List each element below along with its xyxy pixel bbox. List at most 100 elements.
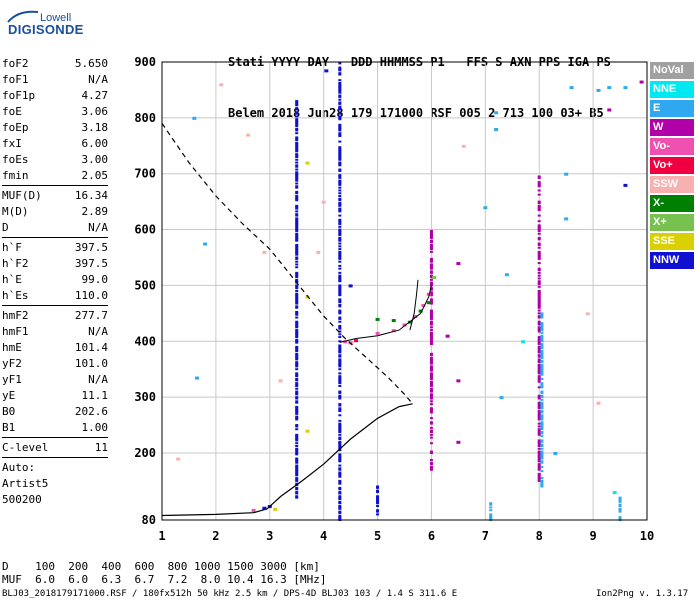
echo-points [176,69,643,512]
echo-column-mark [538,280,541,282]
echo-column-mark [295,465,298,467]
echo-column-mark [338,317,341,319]
echo-column-mark [338,229,341,231]
legend-item: SSE [650,233,694,250]
echo-column-mark [338,434,341,436]
echo-column-mark [376,509,379,511]
echo-column-mark [295,136,298,138]
legend-item: Vo+ [650,157,694,174]
echo-column-mark [540,378,543,380]
y-tick-label: 80 [142,513,156,527]
echo-column-mark [338,169,341,171]
echo-column-mark [338,298,341,300]
virtual-height-profile-line [162,123,413,403]
echo-column-mark [540,312,543,314]
footer-version: Ion2Png v. 1.3.17 [596,589,688,599]
echo-column-mark [338,441,341,443]
echo-point [607,86,611,89]
echo-column-mark [295,368,298,370]
echo-column-mark [338,245,341,247]
echo-column-mark [338,198,341,200]
echo-point [456,441,460,444]
x-tick-label: 6 [428,529,435,543]
echo-column-mark [376,513,379,515]
echo-column-mark [538,247,541,249]
echo-column-mark [295,142,298,144]
echo-column-mark [338,202,341,204]
echo-column-mark [430,451,433,453]
echo-column-mark [376,505,379,507]
echo-column-mark [430,270,433,272]
echo-column-mark [430,329,433,331]
echo-column-mark [338,354,341,356]
echo-column-mark [338,146,341,148]
echo-column-mark [338,141,341,143]
echo-column-mark [295,233,298,235]
echo-column-mark [338,491,341,493]
echo-column-mark [430,459,433,461]
echo-column-mark [295,111,298,113]
y-tick-label: 300 [134,390,156,404]
echo-point [623,86,627,89]
echo-column-mark [295,491,298,493]
echo-column-mark [430,421,433,423]
echo-column-mark [338,333,341,335]
echo-point [607,108,611,111]
echo-column-mark [295,317,298,319]
x-tick-label: 1 [158,529,165,543]
echo-point [570,86,574,89]
echo-column-mark [619,497,622,499]
echo-column-mark [538,354,541,356]
y-tick-label: 600 [134,223,156,237]
echo-column-mark [538,310,541,312]
echo-point [392,319,396,322]
legend-item: Vo- [650,138,694,155]
x-tick-labels: 1 2 3 4 5 6 7 8 9 10 [158,529,654,543]
echo-column-mark [338,372,341,374]
x-tick-label: 8 [536,529,543,543]
echo-column-mark [295,107,298,109]
echo-column-mark [295,346,298,348]
echo-column-mark [295,406,298,408]
echo-point [252,509,256,512]
echo-point [306,430,310,433]
echo-column-mark [430,332,433,334]
echo-column-mark [430,230,433,232]
x-tick-label: 7 [482,529,489,543]
legend-item: NNW [650,252,694,269]
echo-column-mark [338,243,341,245]
legend-item: E [650,100,694,117]
echo-column-mark [295,434,298,436]
echo-column-mark [295,396,298,398]
echo-column-mark [540,364,543,366]
echo-column-mark [430,400,433,402]
echo-column-mark [295,305,298,307]
y-tick-labels: 80200300400500600700800900 [134,55,156,527]
echo-column-mark [430,357,433,359]
echo-point [195,377,199,380]
echo-column-mark [430,321,433,323]
echo-column-mark [430,310,433,312]
echo-point [597,89,601,92]
echo-point [324,69,328,72]
echo-column-mark [538,286,541,288]
echo-column-mark [540,414,543,416]
echo-column-mark [338,304,341,306]
echo-column-mark [338,72,341,74]
echo-column-mark [338,495,341,497]
echo-point [432,276,436,279]
echo-point [456,379,460,382]
echo-point [505,273,509,276]
profile-traces [162,123,431,515]
echo-column-mark [338,208,341,210]
echo-column-mark [338,251,341,253]
echo-column-mark [540,343,543,345]
echo-column-mark [540,470,543,472]
echo-column-mark [295,339,298,341]
echo-column-mark [540,332,543,334]
echo-column-mark [295,191,298,193]
echo-column-mark [430,326,433,328]
echo-column-mark [295,448,298,450]
footer-file-info: BLJ03_2018179171000.RSF / 180fx512h 50 k… [2,589,457,599]
echo-column-mark [338,237,341,239]
